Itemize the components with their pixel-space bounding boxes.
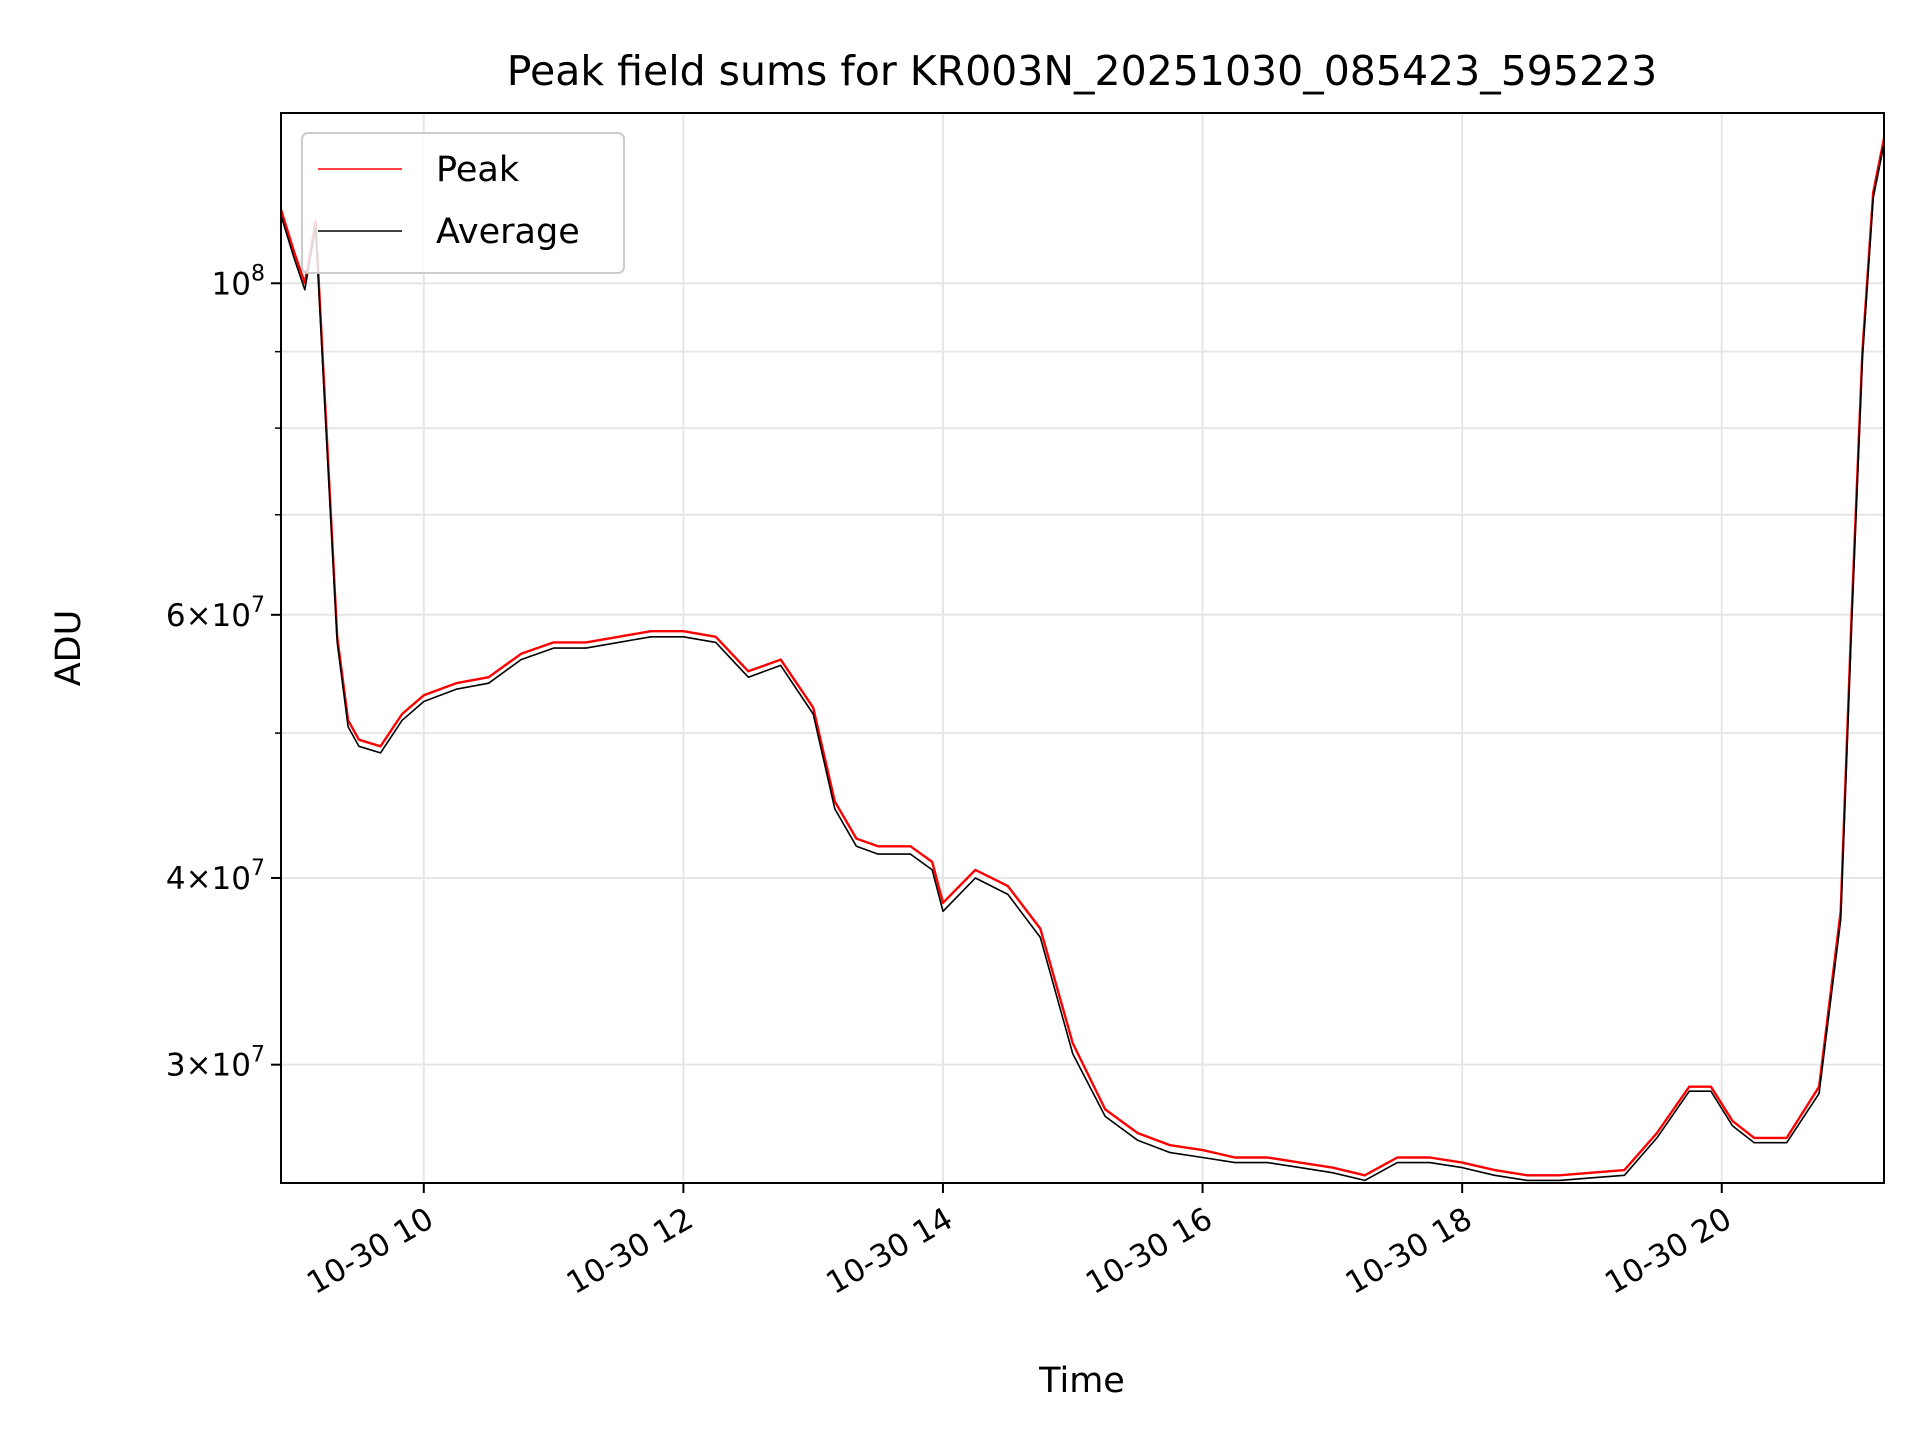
y-tick-label: 3×107 <box>166 1043 265 1084</box>
legend-box <box>301 132 625 274</box>
legend: Peak Average <box>301 132 625 274</box>
x-axis-label: Time <box>1038 1361 1125 1401</box>
y-tick-label: 4×107 <box>166 856 265 897</box>
y-axis-label: ADU <box>49 610 89 687</box>
plot-frame <box>280 112 1885 1184</box>
legend-label-average: Average <box>436 212 580 252</box>
series-layer <box>281 138 1884 1182</box>
legend-label-peak: Peak <box>436 150 520 190</box>
chart-title: Peak field sums for KR003N_20251030_0854… <box>507 47 1657 95</box>
series-line-peak <box>281 138 1884 1177</box>
series-line-average <box>281 143 1884 1182</box>
grid <box>281 113 1884 1183</box>
y-tick-label: 6×107 <box>166 593 265 634</box>
